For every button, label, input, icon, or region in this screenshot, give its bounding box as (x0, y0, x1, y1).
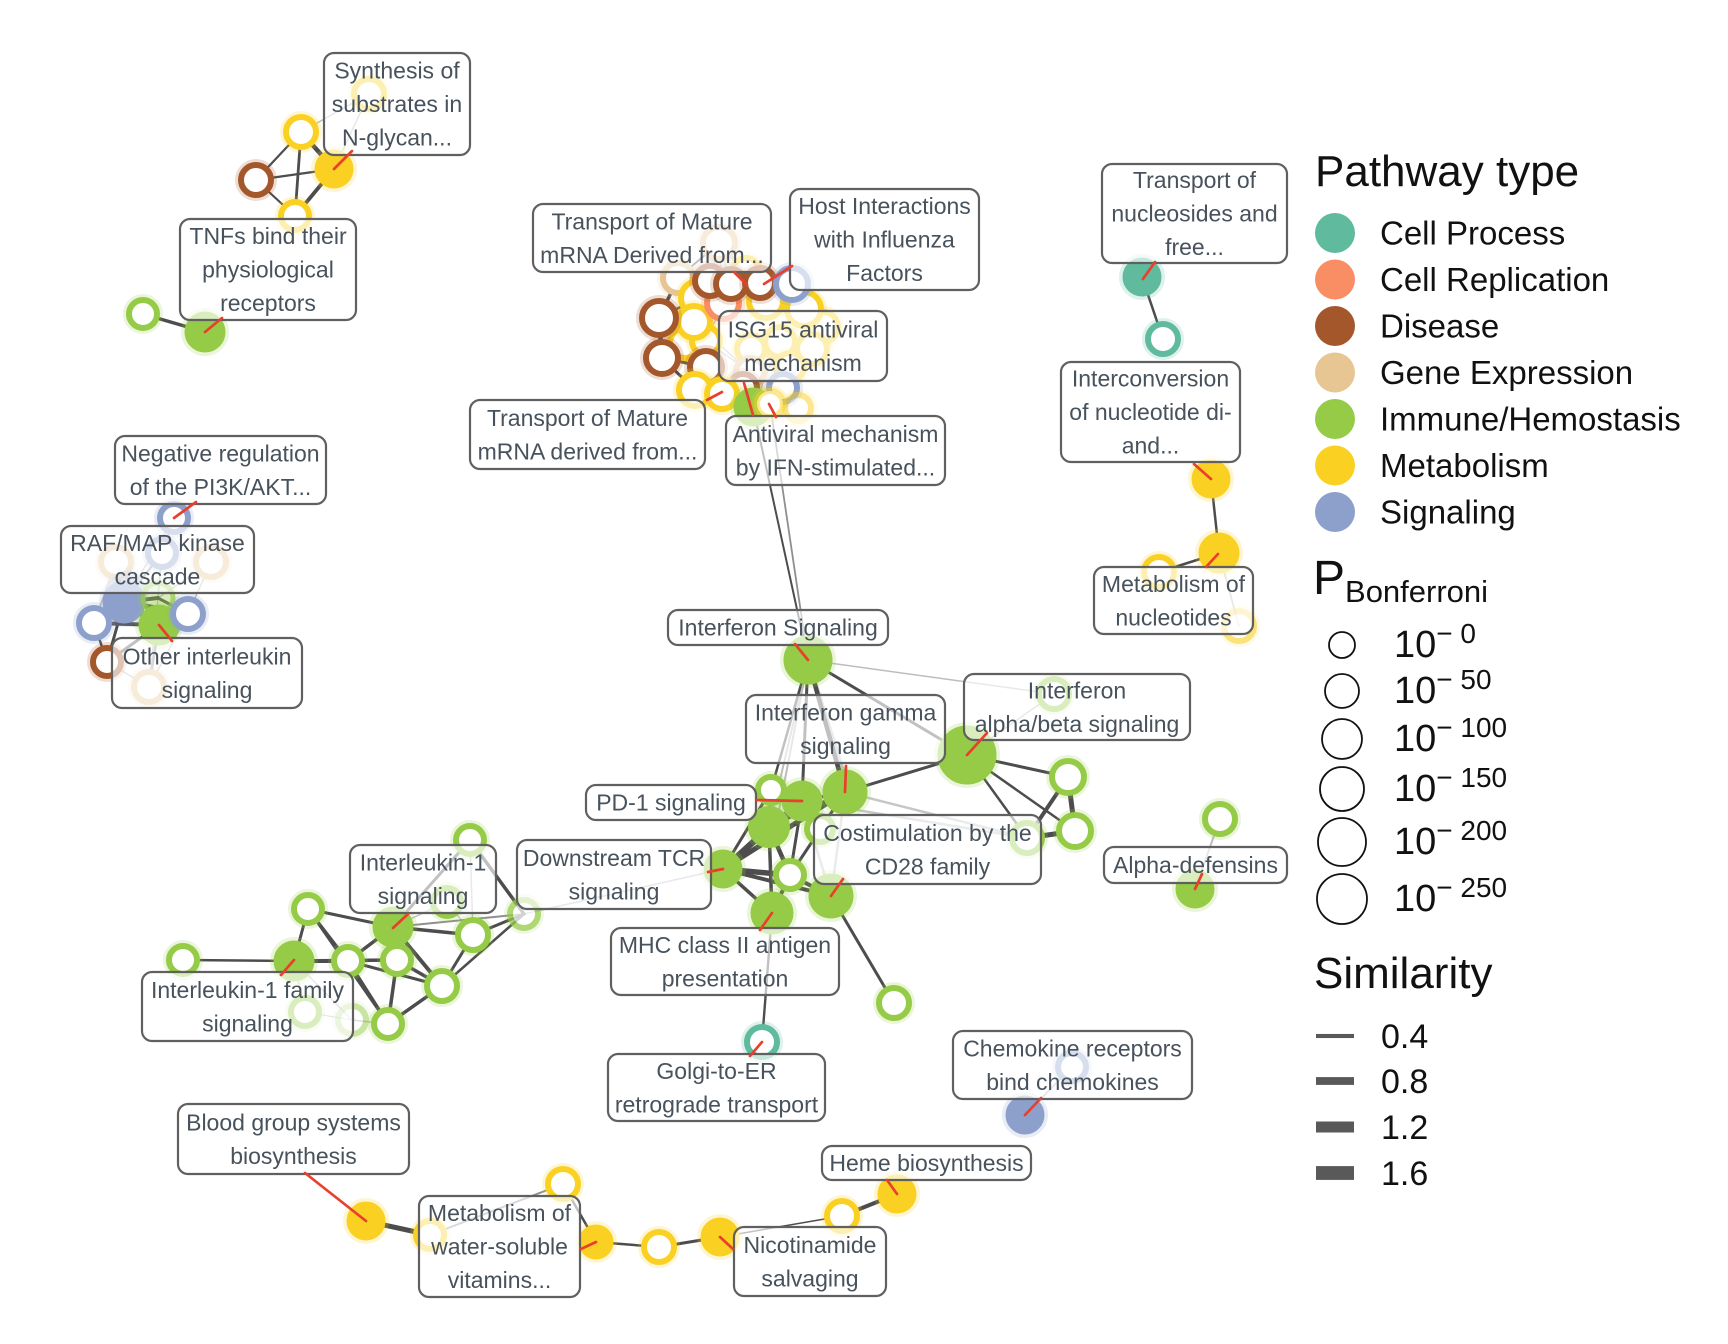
svg-text:Heme biosynthesis: Heme biosynthesis (829, 1150, 1023, 1176)
svg-text:Synthesis of: Synthesis of (334, 58, 460, 84)
svg-text:Alpha-defensins: Alpha-defensins (1113, 852, 1278, 878)
svg-text:Metabolism of: Metabolism of (428, 1200, 572, 1226)
svg-text:Other interleukin: Other interleukin (123, 643, 292, 669)
svg-text:free...: free... (1165, 234, 1224, 260)
svg-text:Chemokine receptors: Chemokine receptors (963, 1035, 1182, 1061)
svg-text:nucleotides: nucleotides (1115, 604, 1231, 630)
svg-text:cascade: cascade (115, 563, 201, 589)
svg-text:Interleukin-1: Interleukin-1 (360, 849, 487, 875)
svg-text:presentation: presentation (662, 965, 789, 991)
svg-text:substrates in: substrates in (332, 91, 462, 117)
svg-text:Immune/Hemostasis: Immune/Hemostasis (1380, 401, 1681, 438)
svg-text:with Influenza: with Influenza (813, 227, 955, 253)
svg-text:by IFN-stimulated...: by IFN-stimulated... (736, 454, 935, 480)
svg-text:ISG15 antiviral: ISG15 antiviral (728, 316, 879, 342)
svg-text:Similarity: Similarity (1314, 949, 1492, 998)
svg-text:Golgi-to-ER: Golgi-to-ER (656, 1058, 776, 1084)
svg-text:Signaling: Signaling (1380, 494, 1516, 531)
svg-text:signaling: signaling (800, 733, 891, 759)
svg-text:MHC class II antigen: MHC class II antigen (619, 932, 831, 958)
svg-text:Interleukin-1 family: Interleukin-1 family (151, 977, 345, 1003)
svg-text:and...: and... (1122, 433, 1180, 459)
svg-text:signaling: signaling (202, 1010, 293, 1036)
svg-text:water-soluble: water-soluble (430, 1234, 568, 1260)
svg-text:Transport of Mature: Transport of Mature (487, 405, 688, 431)
svg-text:nucleosides and: nucleosides and (1111, 201, 1277, 227)
svg-text:salvaging: salvaging (761, 1265, 858, 1291)
svg-text:Metabolism: Metabolism (1380, 447, 1549, 484)
svg-text:mRNA Derived from...: mRNA Derived from... (540, 242, 764, 268)
svg-text:Downstream TCR: Downstream TCR (523, 845, 705, 871)
svg-text:Interferon: Interferon (1028, 677, 1126, 703)
svg-text:bind chemokines: bind chemokines (986, 1069, 1159, 1095)
svg-text:Interconversion: Interconversion (1072, 366, 1229, 392)
svg-text:Costimulation by the: Costimulation by the (823, 820, 1031, 846)
svg-text:Interferon Signaling: Interferon Signaling (678, 615, 877, 641)
svg-text:mRNA derived from...: mRNA derived from... (478, 438, 698, 464)
svg-text:signaling: signaling (378, 883, 469, 909)
svg-text:Factors: Factors (846, 260, 923, 286)
svg-text:Host Interactions: Host Interactions (798, 193, 971, 219)
svg-text:Gene Expression: Gene Expression (1380, 354, 1633, 391)
svg-text:Cell Process: Cell Process (1380, 215, 1565, 252)
svg-text:Transport of: Transport of (1133, 167, 1257, 193)
svg-text:Negative regulation: Negative regulation (121, 440, 319, 466)
svg-text:1.6: 1.6 (1381, 1155, 1428, 1193)
svg-text:RAF/MAP kinase: RAF/MAP kinase (70, 530, 245, 556)
svg-text:alpha/beta signaling: alpha/beta signaling (975, 711, 1180, 737)
svg-text:0.8: 0.8 (1381, 1063, 1428, 1101)
svg-text:physiological: physiological (202, 257, 334, 283)
svg-text:receptors: receptors (220, 290, 316, 316)
svg-text:Blood group systems: Blood group systems (186, 1109, 401, 1135)
svg-text:0.4: 0.4 (1381, 1018, 1428, 1056)
svg-text:Disease: Disease (1380, 308, 1499, 345)
svg-text:PD-1 signaling: PD-1 signaling (596, 790, 746, 816)
svg-text:Cell Replication: Cell Replication (1380, 261, 1609, 298)
svg-text:TNFs bind their: TNFs bind their (189, 223, 347, 249)
svg-text:N-glycan...: N-glycan... (342, 125, 452, 151)
svg-text:biosynthesis: biosynthesis (230, 1143, 357, 1169)
svg-text:signaling: signaling (569, 878, 660, 904)
svg-text:1.2: 1.2 (1381, 1109, 1428, 1147)
svg-text:signaling: signaling (162, 677, 253, 703)
svg-text:mechanism: mechanism (744, 350, 862, 376)
svg-text:Antiviral mechanism: Antiviral mechanism (733, 421, 939, 447)
svg-text:retrograde transport: retrograde transport (615, 1091, 819, 1117)
svg-text:Pathway type: Pathway type (1315, 147, 1579, 196)
svg-text:Metabolism of: Metabolism of (1102, 571, 1246, 597)
svg-text:CD28 family: CD28 family (865, 853, 991, 879)
svg-text:of the PI3K/AKT...: of the PI3K/AKT... (130, 474, 312, 500)
svg-text:vitamins...: vitamins... (448, 1267, 552, 1293)
svg-text:of nucleotide di-: of nucleotide di- (1069, 399, 1231, 425)
svg-text:Interferon gamma: Interferon gamma (755, 699, 937, 725)
svg-text:Nicotinamide: Nicotinamide (744, 1232, 877, 1258)
svg-text:Transport of Mature: Transport of Mature (551, 208, 752, 234)
